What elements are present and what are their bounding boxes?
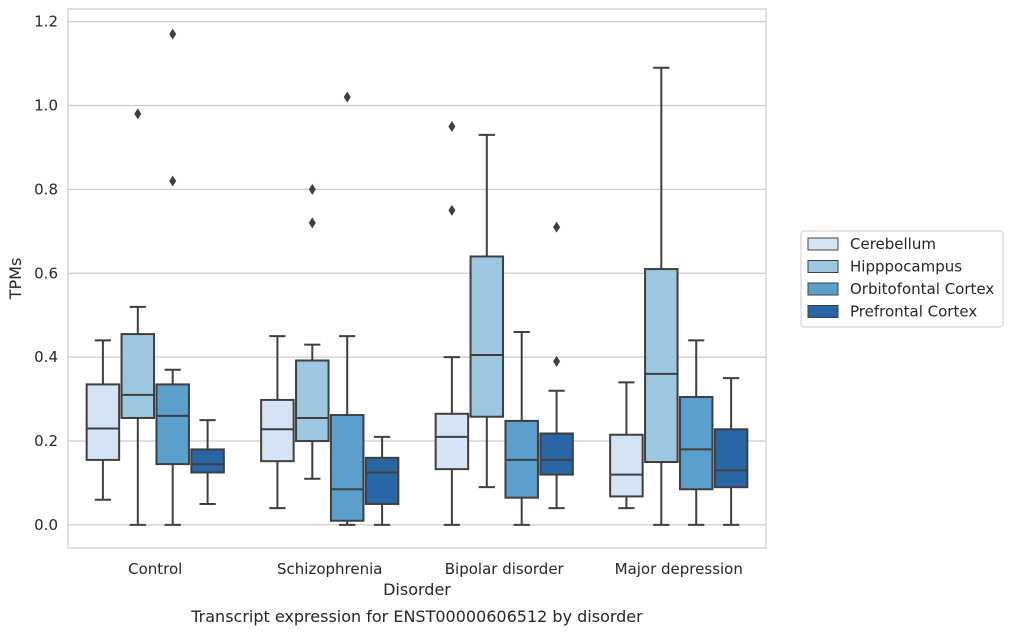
chart-caption: Transcript expression for ENST0000060651… bbox=[190, 607, 643, 626]
box bbox=[260, 335, 295, 510]
box bbox=[539, 221, 574, 510]
legend-label: Prefrontal Cortex bbox=[850, 303, 977, 321]
outlier-point bbox=[448, 204, 456, 216]
outlier-point bbox=[553, 221, 561, 233]
legend-swatch bbox=[807, 260, 839, 273]
box-iqr bbox=[469, 255, 505, 418]
outlier-point bbox=[169, 28, 177, 40]
legend-label: Hipppocampus bbox=[850, 258, 962, 276]
y-axis-title: TPMs bbox=[6, 258, 25, 301]
box bbox=[295, 183, 330, 480]
box-iqr bbox=[364, 456, 400, 505]
y-tick-label: 0.2 bbox=[34, 432, 58, 450]
box-iqr bbox=[85, 383, 121, 461]
outlier-point bbox=[343, 91, 351, 103]
box bbox=[120, 108, 156, 526]
box-series bbox=[85, 28, 749, 526]
box bbox=[469, 133, 505, 489]
box-iqr bbox=[155, 383, 190, 466]
y-tick-label: 0.0 bbox=[34, 516, 58, 534]
box bbox=[155, 28, 190, 526]
box-iqr bbox=[329, 414, 365, 522]
box bbox=[190, 419, 225, 505]
box bbox=[329, 91, 365, 526]
box-iqr bbox=[434, 412, 470, 471]
legend-swatch bbox=[807, 305, 839, 318]
box bbox=[434, 120, 470, 526]
y-tick-label: 0.4 bbox=[34, 348, 58, 366]
legend-label: Orbitofontal Cortex bbox=[850, 280, 994, 298]
x-tick-label: Bipolar disorder bbox=[445, 560, 565, 578]
box-iqr bbox=[609, 433, 644, 498]
y-tick-label: 0.8 bbox=[34, 180, 58, 198]
box-iqr bbox=[120, 333, 156, 419]
box-iqr bbox=[539, 432, 574, 476]
box bbox=[85, 339, 121, 501]
x-tick-label: Control bbox=[128, 560, 182, 578]
box bbox=[364, 435, 400, 526]
outlier-point bbox=[134, 108, 142, 120]
outlier-point bbox=[169, 175, 177, 187]
outlier-point bbox=[308, 183, 316, 195]
y-tick-label: 0.6 bbox=[34, 264, 58, 282]
x-tick-labels: Control Schizophrenia Bipolar disorder Majo… bbox=[128, 560, 743, 578]
plot-frame bbox=[67, 8, 767, 549]
x-tick-label: Schizophrenia bbox=[277, 560, 382, 578]
box-iqr bbox=[260, 398, 295, 463]
legend-label: Cerebellum bbox=[850, 235, 936, 253]
box-iqr bbox=[678, 395, 714, 491]
y-tick-label: 1.0 bbox=[34, 96, 58, 114]
outlier-point bbox=[448, 120, 456, 132]
box-iqr bbox=[713, 428, 749, 489]
legend-swatch bbox=[807, 237, 839, 251]
box bbox=[644, 66, 679, 526]
x-tick-label: Major depression bbox=[615, 560, 743, 578]
legend: Cerebellum Hipppocampus Orbitofontal Corte… bbox=[800, 230, 1004, 328]
box-iqr bbox=[295, 359, 330, 443]
outlier-point bbox=[308, 217, 316, 229]
outlier-point bbox=[553, 355, 561, 367]
x-axis-title: Disorder bbox=[383, 580, 451, 599]
legend-swatch bbox=[807, 282, 839, 296]
box bbox=[713, 377, 749, 526]
box bbox=[504, 330, 539, 526]
y-tick-labels: 0.0 0.2 0.4 0.6 0.8 1.0 1.2 bbox=[34, 13, 58, 534]
y-tick-label: 1.2 bbox=[34, 13, 58, 31]
box-iqr bbox=[644, 268, 679, 464]
legend-frame bbox=[800, 230, 1004, 328]
box-iqr bbox=[190, 448, 225, 474]
box bbox=[678, 339, 714, 526]
box bbox=[609, 381, 644, 510]
